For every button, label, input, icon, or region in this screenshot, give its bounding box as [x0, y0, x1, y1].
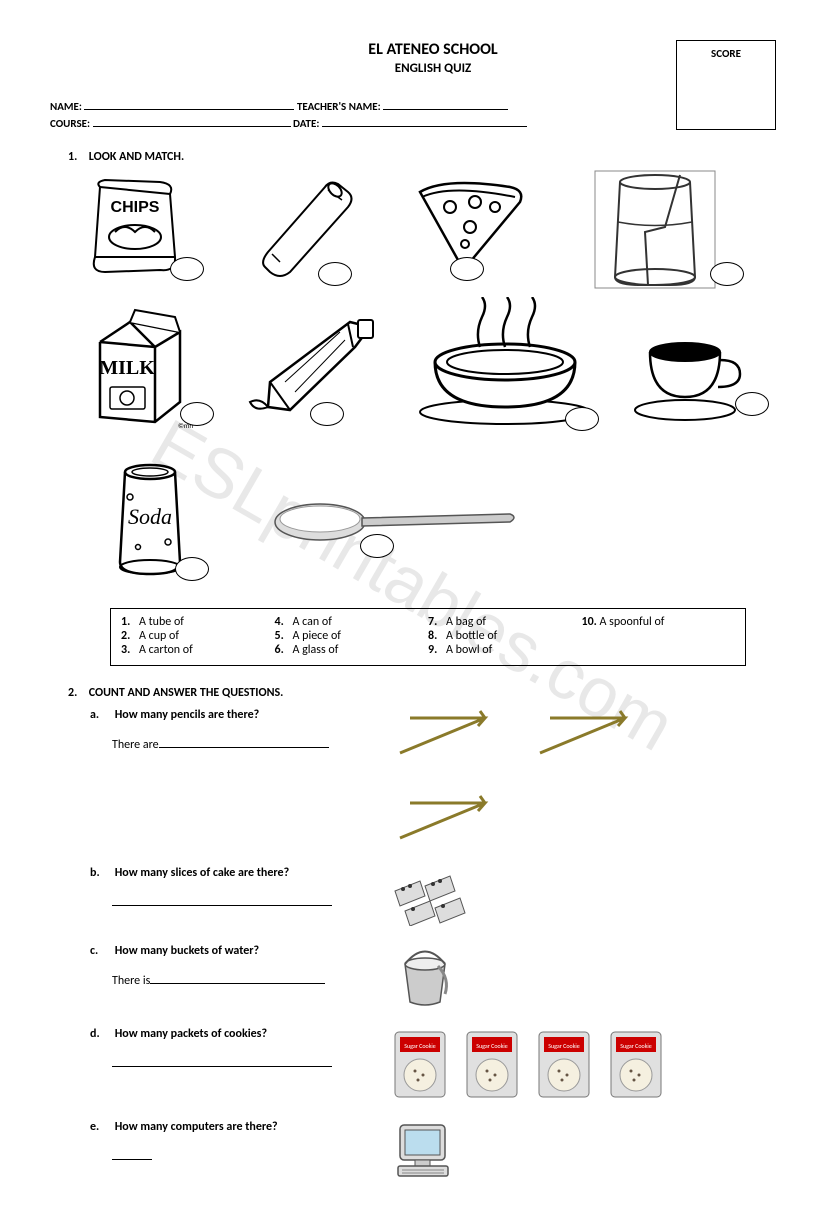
answer-circle[interactable]: [710, 262, 744, 286]
ans-text: A tube of: [139, 615, 184, 629]
ans-num: 7.: [428, 615, 446, 629]
soup-bowl-icon: [410, 297, 600, 427]
answer-circle[interactable]: [360, 534, 394, 558]
answer-circle[interactable]: [735, 392, 769, 416]
svg-text:Sugar Cookie: Sugar Cookie: [476, 1042, 508, 1050]
score-label: SCORE: [711, 47, 741, 60]
ans-text: A spoonful of: [600, 615, 665, 629]
answer-circle[interactable]: [180, 402, 214, 426]
ans-num: 8.: [428, 629, 446, 643]
ans-text: A bottle of: [446, 629, 497, 643]
soda-can-icon: Soda: [100, 452, 200, 582]
course-blank[interactable]: [93, 115, 291, 127]
ans-num: 4.: [275, 615, 293, 629]
q-text: How many pencils are there?: [115, 708, 259, 722]
answer-circle[interactable]: [450, 257, 484, 281]
glass-straw-icon: [590, 167, 720, 292]
ans-text: A glass of: [293, 643, 339, 657]
answer-circle[interactable]: [170, 257, 204, 281]
images-area: CHIPS: [80, 172, 776, 602]
q-text: How many packets of cookies?: [115, 1027, 267, 1041]
q-text: How many slices of cake are there?: [115, 866, 289, 880]
question-e: e. How many computers are there?: [90, 1120, 776, 1180]
answer-prefix: There are: [112, 738, 159, 752]
course-label: COURSE:: [50, 117, 90, 130]
question-a: a. How many pencils are there? There are: [90, 708, 776, 848]
bucket-icon: [390, 944, 776, 1009]
ans-num: 1.: [121, 615, 139, 629]
section1-num: 1.: [68, 150, 86, 164]
ans-num: 5.: [275, 629, 293, 643]
teacher-blank[interactable]: [383, 98, 508, 110]
q-text: How many computers are there?: [115, 1120, 278, 1134]
svg-text:Soda: Soda: [128, 504, 172, 529]
coffee-cup-icon: [630, 332, 750, 422]
ans-text: A piece of: [293, 629, 341, 643]
ans-text: A can of: [293, 615, 332, 629]
answer-prefix: There is: [112, 974, 150, 988]
answer-circle[interactable]: [565, 407, 599, 431]
name-label: NAME:: [50, 100, 82, 113]
ans-num: 2.: [121, 629, 139, 643]
answer-blank[interactable]: [112, 894, 332, 906]
cookie-packets-icon: Sugar Cookie Sugar Cookie Sugar Cookie S…: [390, 1027, 776, 1102]
question-b: b. How many slices of cake are there?: [90, 866, 776, 926]
ans-text: A bowl of: [446, 643, 492, 657]
computer-icon: [390, 1120, 776, 1180]
ans-num: 10.: [582, 615, 600, 629]
teacher-label: TEACHER'S NAME:: [297, 100, 381, 113]
answer-circle[interactable]: [318, 262, 352, 286]
svg-text:CHIPS: CHIPS: [111, 199, 160, 216]
section1-title: LOOK AND MATCH.: [89, 150, 184, 164]
pizza-slice-icon: [410, 172, 530, 272]
quiz-title: ENGLISH QUIZ: [190, 61, 676, 76]
svg-text:Sugar Cookie: Sugar Cookie: [404, 1042, 436, 1050]
answer-blank[interactable]: [150, 972, 325, 984]
ans-text: A bag of: [446, 615, 486, 629]
question-c: c. How many buckets of water? There is: [90, 944, 776, 1009]
answer-blank[interactable]: [112, 1148, 152, 1160]
bottle-icon: [250, 172, 370, 282]
date-label: DATE:: [293, 117, 319, 130]
spoon-icon: [270, 492, 520, 552]
pencils-icon: [390, 708, 776, 848]
question-d: d. How many packets of cookies? Sugar Co…: [90, 1027, 776, 1102]
info-line-1: NAME: TEACHER'S NAME:: [50, 98, 776, 113]
svg-text:Sugar Cookie: Sugar Cookie: [620, 1042, 652, 1050]
answer-circle[interactable]: [175, 557, 209, 581]
svg-text:Sugar Cookie: Sugar Cookie: [548, 1042, 580, 1050]
ans-num: 6.: [275, 643, 293, 657]
cake-slices-icon: [390, 866, 776, 926]
ans-num: 9.: [428, 643, 446, 657]
q-letter: b.: [90, 866, 112, 880]
answer-blank[interactable]: [112, 1055, 332, 1067]
q-letter: d.: [90, 1027, 112, 1041]
date-blank[interactable]: [322, 115, 527, 127]
answer-key-box: 1.A tube of 4.A can of 7.A bag of 10.A s…: [110, 608, 746, 666]
answer-blank[interactable]: [159, 736, 329, 748]
info-line-2: COURSE: DATE:: [50, 115, 776, 130]
q-letter: c.: [90, 944, 112, 958]
section2-num: 2.: [68, 686, 86, 700]
q-text: How many buckets of water?: [115, 944, 259, 958]
section1-heading: 1. LOOK AND MATCH.: [68, 150, 776, 164]
toothpaste-tube-icon: [240, 312, 380, 422]
ans-text: A carton of: [139, 643, 193, 657]
section2-title: COUNT AND ANSWER THE QUESTIONS.: [89, 686, 284, 700]
svg-text:MILK: MILK: [99, 357, 155, 379]
ans-num: 3.: [121, 643, 139, 657]
score-box: SCORE: [676, 40, 776, 130]
q-letter: e.: [90, 1120, 112, 1134]
section2-heading: 2. COUNT AND ANSWER THE QUESTIONS.: [68, 686, 776, 700]
section2-questions: a. How many pencils are there? There are…: [90, 708, 776, 1180]
milk-carton-icon: MILK ©mh: [80, 302, 200, 432]
ans-text: A cup of: [139, 629, 179, 643]
chips-bag-icon: CHIPS: [80, 172, 190, 282]
q-letter: a.: [90, 708, 112, 722]
answer-circle[interactable]: [310, 402, 344, 426]
school-name: EL ATENEO SCHOOL: [190, 40, 676, 59]
name-blank[interactable]: [84, 98, 294, 110]
